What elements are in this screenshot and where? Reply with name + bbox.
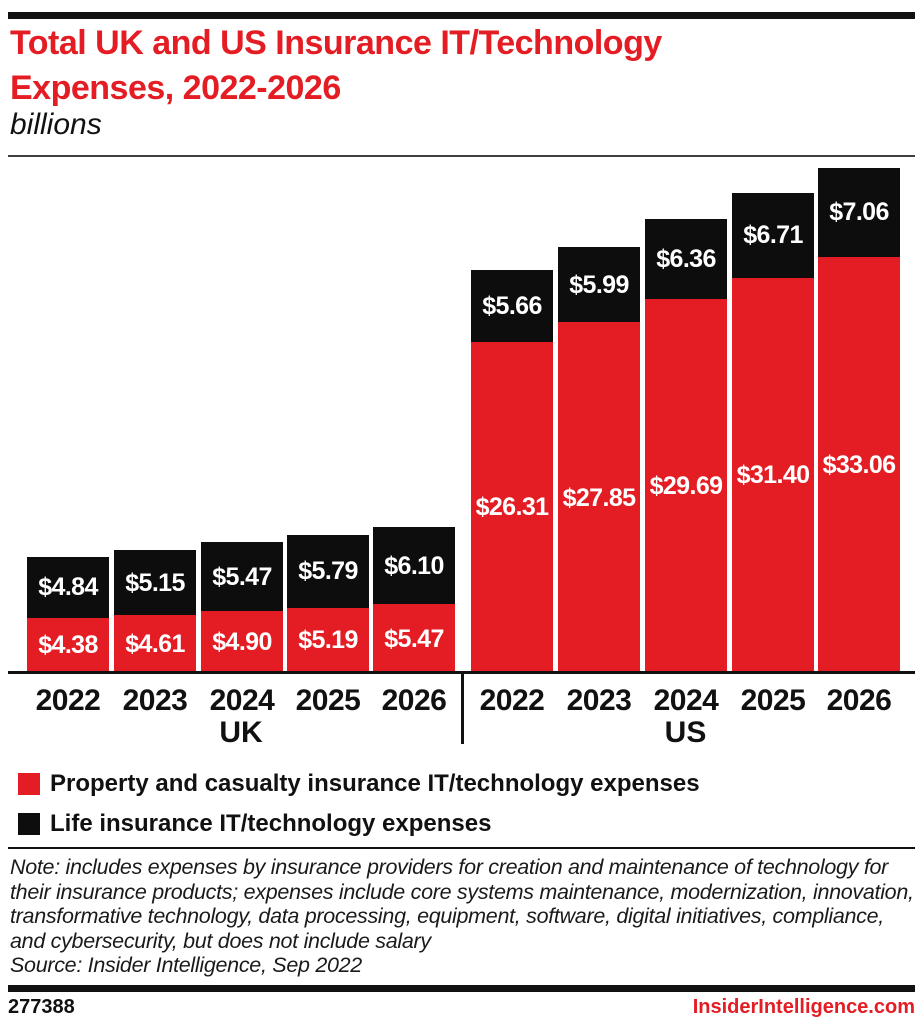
bar-us-2023-life xyxy=(558,246,640,323)
bar-us-2024-property-casualty xyxy=(645,299,727,673)
x-axis-line xyxy=(8,671,915,674)
group-label-us: US xyxy=(664,716,707,749)
bottom-accent-bar xyxy=(8,985,915,992)
bar-us-2024-life xyxy=(645,219,727,300)
bar-value-label: $7.06 xyxy=(829,198,889,227)
bar-uk-2026-life xyxy=(373,527,455,605)
page-title: Total UK and US Insurance IT/Technology … xyxy=(10,24,662,107)
bar-uk-2022-property-casualty xyxy=(27,617,109,673)
x-axis-year-label: 2024 xyxy=(209,684,275,717)
bar-value-label: $27.85 xyxy=(562,483,636,512)
legend-label: Property and casualty insurance IT/techn… xyxy=(50,770,700,797)
bar-value-label: $5.66 xyxy=(482,292,542,321)
bar-value-label: $6.36 xyxy=(656,245,716,274)
group-label-uk: UK xyxy=(219,716,263,749)
stacked-bar-chart: $4.38 $4.84 2022 $4.61 $5.15 2023 $4.90 $5.47 20… xyxy=(27,167,900,717)
x-axis-year-label: 2023 xyxy=(566,684,632,717)
header-divider-line xyxy=(8,155,915,157)
x-axis-year-label: 2023 xyxy=(122,684,188,717)
bar-value-label: $4.84 xyxy=(38,573,98,602)
footnote-text: Note: includes expenses by insurance pro… xyxy=(10,855,914,953)
x-axis-year-label: 2026 xyxy=(381,684,447,717)
bar-value-label: $26.31 xyxy=(475,493,549,522)
bar-value-label: $5.47 xyxy=(212,562,272,591)
bar-value-label: $5.47 xyxy=(384,624,444,653)
bar-uk-2022-life xyxy=(27,556,109,618)
bar-value-label: $29.69 xyxy=(649,472,723,501)
site-name: InsiderIntelligence.com xyxy=(692,996,915,1018)
bar-value-label: $31.40 xyxy=(736,461,810,490)
bar-value-label: $6.10 xyxy=(384,551,444,580)
bar-value-label: $5.79 xyxy=(298,557,358,586)
bar-uk-2023-property-casualty xyxy=(114,614,196,673)
x-axis-year-label: 2025 xyxy=(295,684,361,717)
bar-uk-2024-property-casualty xyxy=(201,611,283,673)
x-axis-year-label: 2026 xyxy=(826,684,892,717)
source-text: Source: Insider Intelligence, Sep 2022 xyxy=(10,953,362,977)
bar-us-2025-life xyxy=(732,193,814,278)
bar-us-2022-property-casualty xyxy=(471,341,553,673)
note-divider-line xyxy=(8,847,915,849)
x-axis-year-label: 2025 xyxy=(740,684,806,717)
bar-us-2025-property-casualty xyxy=(732,277,814,673)
bar-uk-2025-property-casualty xyxy=(287,607,369,673)
top-accent-bar xyxy=(8,12,915,19)
bar-value-label: $4.61 xyxy=(125,629,185,658)
bar-us-2023-property-casualty xyxy=(558,322,640,673)
bar-us-2022-life xyxy=(471,270,553,342)
bar-uk-2025-life xyxy=(287,534,369,608)
legend-swatch-black xyxy=(18,813,40,835)
chart-id: 277388 xyxy=(8,996,75,1018)
footnote-block: Note: includes expenses by insurance pro… xyxy=(10,855,916,978)
x-axis-year-label: 2024 xyxy=(653,684,719,717)
x-axis-year-label: 2022 xyxy=(479,684,545,717)
bar-uk-2023-life xyxy=(114,550,196,615)
bar-uk-2024-life xyxy=(201,542,283,612)
bar-value-label: $5.99 xyxy=(569,270,629,299)
x-axis-year-label: 2022 xyxy=(35,684,101,717)
bar-value-label: $5.15 xyxy=(125,568,185,597)
bar-uk-2026-property-casualty xyxy=(373,604,455,673)
bar-us-2026-life xyxy=(818,167,900,257)
legend-swatch-red xyxy=(18,773,40,795)
bar-value-label: $33.06 xyxy=(822,450,896,479)
bar-value-label: $5.19 xyxy=(298,626,358,655)
uk-us-divider-line xyxy=(461,673,464,744)
legend-label: Life insurance IT/technology expenses xyxy=(50,810,492,837)
chart-units-subtitle: billions xyxy=(10,108,102,141)
bar-value-label: $4.38 xyxy=(38,631,98,660)
bar-us-2026-property-casualty xyxy=(818,256,900,673)
bar-value-label: $6.71 xyxy=(743,221,803,250)
bar-value-label: $4.90 xyxy=(212,628,272,657)
